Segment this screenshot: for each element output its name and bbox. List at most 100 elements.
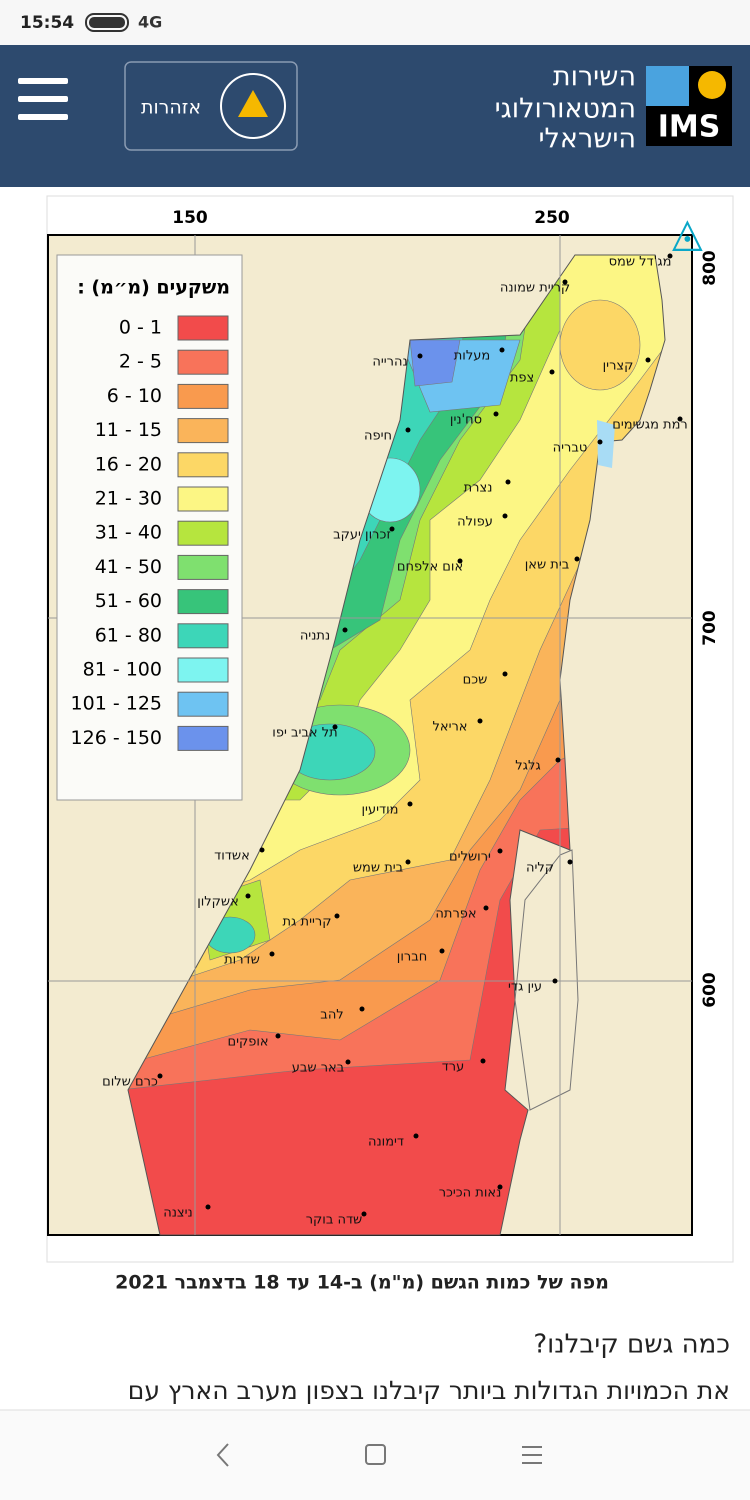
place-dot [493,411,499,417]
place-label: נהרייה [372,355,407,370]
place-label: קליה [526,861,554,876]
ims-map-logo: ◬ [672,210,703,256]
place-label: אשדוד [214,849,250,864]
legend-label: 101 - 125 [71,693,162,715]
place-dot [645,357,651,363]
place-label: להב [320,1008,343,1023]
org-name: הישראלי [539,124,636,155]
place-label: סח'נין [450,413,482,428]
place-label: דימונה [368,1135,404,1150]
place-dot [345,1059,351,1065]
place-label: בית שמש [353,861,403,876]
place-label: ניצנה [163,1206,193,1221]
menu-bar [18,114,68,120]
place-label: בית שאן [525,558,570,573]
kinneret [597,420,615,468]
place-dot [269,951,275,957]
x-tick-label: 250 [534,208,570,228]
dead-sea [514,849,579,1111]
place-dot [245,893,251,899]
legend-swatch [177,657,229,683]
menu-bar [18,96,68,102]
y-tick-label: 600 [700,972,720,1008]
place-dot [667,253,673,259]
place-dot [483,905,489,911]
place-label: נאות הכיכר [439,1186,502,1201]
place-dot [332,724,338,730]
place-label: קריית גת [283,915,332,930]
x-tick-label: 150 [172,208,208,228]
menu-button[interactable] [18,78,68,120]
alerts-button[interactable]: אזהרות [124,61,298,151]
legend-swatch [177,486,229,512]
place-label: ירושלים [449,850,491,865]
legend-label: 126 - 150 [71,727,162,749]
article-text: את הכמויות הגדולות ביותר קיבלנו בצפון מע… [128,1376,730,1405]
place-label: שכם [463,673,488,688]
place-dot [205,1204,211,1210]
alerts-label: אזהרות [141,97,201,119]
nav-bar [0,1410,750,1500]
place-label: מג'דל שמס [609,255,672,270]
legend-swatch [177,383,229,409]
place-dot [457,558,463,564]
legend-label: 21 - 30 [95,488,162,510]
battery-level [89,17,125,28]
alerts-frame [124,61,298,151]
logo-text: IMS [658,110,721,145]
place-dot [342,627,348,633]
legend-label: 51 - 60 [95,590,162,612]
place-label: שדרות [224,953,260,968]
place-label: מעלות [454,349,490,364]
nav-home[interactable] [365,1444,386,1465]
place-dot [549,369,555,375]
place-dot [417,353,423,359]
alerts-icon [238,90,268,117]
status-time: 15:54 [20,13,74,33]
place-label: גלגל [515,759,541,774]
header [0,45,750,187]
place-dot [407,801,413,807]
place-dot [574,556,580,562]
battery [85,13,129,32]
place-dot [502,671,508,677]
place-label: נתניה [300,629,330,644]
logo-sky [646,66,689,106]
place-dot [497,1184,503,1190]
legend-label: 2 - 5 [119,351,162,373]
place-dot [502,513,508,519]
legend-label: 31 - 40 [95,522,162,544]
place-dot [361,1211,367,1217]
place-dot [567,859,573,865]
place-dot [497,848,503,854]
place-dot [413,1133,419,1139]
place-dot [405,859,411,865]
place-dot [477,718,483,724]
y-tick-label: 700 [700,610,720,646]
legend-swatch [177,623,229,649]
place-dot [334,913,340,919]
legend-swatch [177,520,229,546]
nav-back[interactable] [216,1443,229,1467]
legend-label: 61 - 80 [95,624,162,646]
place-label: קריית שמונה [500,281,570,296]
places: מג'דל שמס קריית שמונה נהרייה מעלות צפת קצרין ס… [102,253,688,1228]
legend-swatch [177,725,229,751]
place-dot [597,439,603,445]
place-dot [259,847,265,853]
legend-swatch [177,554,229,580]
place-dot [389,526,395,532]
legend-label: 81 - 100 [83,659,162,681]
place-dot [562,279,568,285]
place-label: אפרתה [435,907,476,922]
place-label: מודיעין [362,803,399,818]
place-label: שדה בוקר [306,1213,363,1228]
legend-swatch [177,315,229,341]
place-dot [677,416,683,422]
place-label: אשקלון [197,895,239,910]
nav-menu[interactable] [522,1446,542,1464]
place-label: אריאל [432,720,467,735]
legend-label: 41 - 50 [95,556,162,578]
